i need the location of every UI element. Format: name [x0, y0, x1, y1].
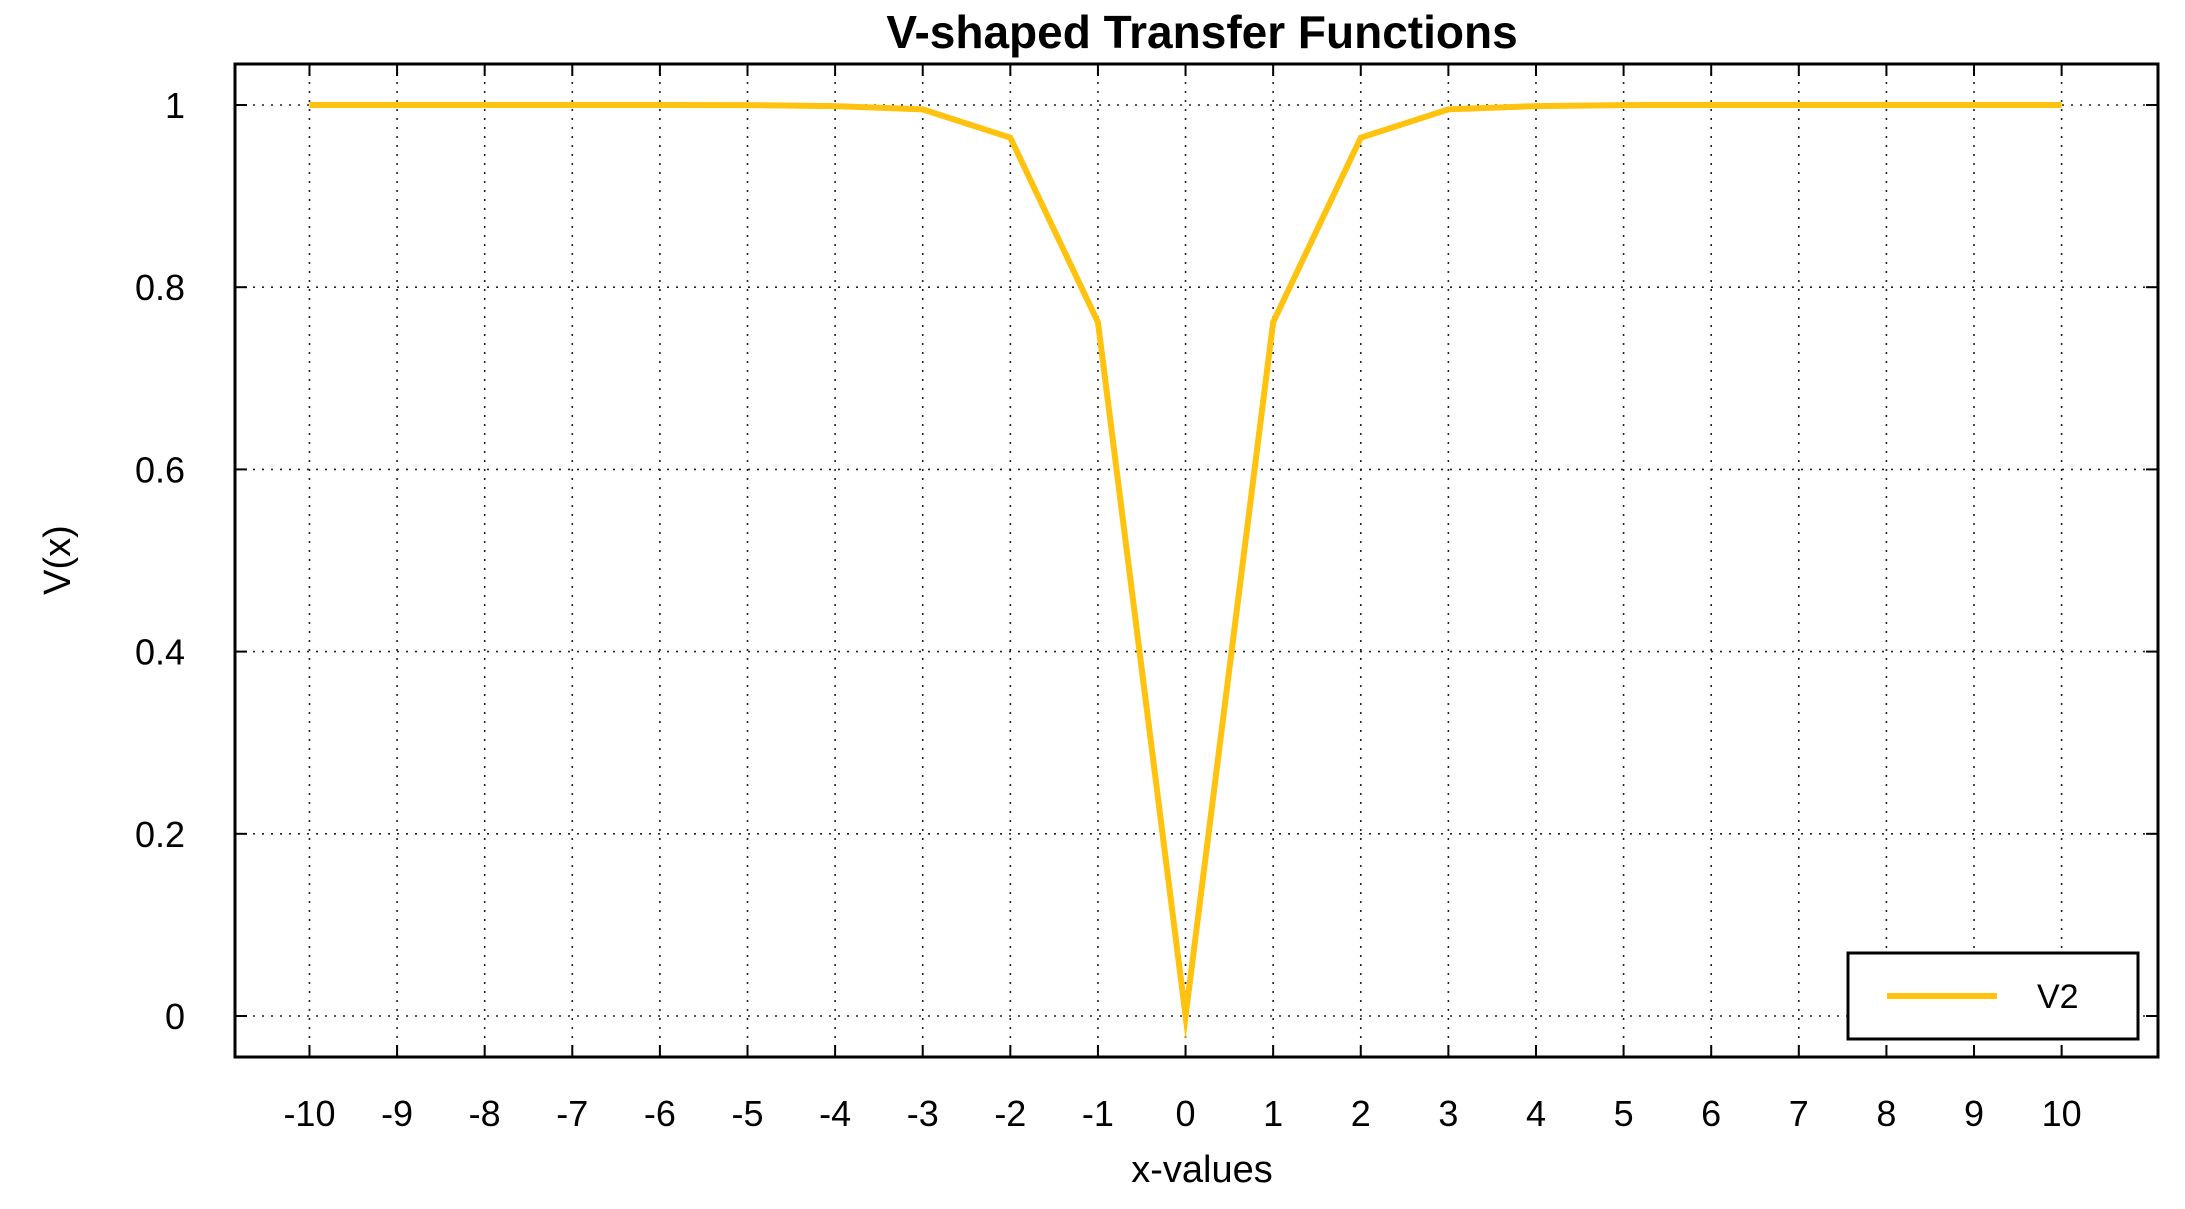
x-tick-label: -2: [994, 1093, 1026, 1134]
series-layer: [309, 102, 2062, 1040]
x-tick-label: 4: [1526, 1093, 1546, 1134]
x-tick-label: -5: [732, 1093, 764, 1134]
x-tick-label: 2: [1351, 1093, 1371, 1134]
x-tick-label: -6: [644, 1093, 676, 1134]
y-tick-label: 0: [165, 996, 185, 1037]
chart-title: V-shaped Transfer Functions: [886, 6, 1517, 58]
x-tick-label: -7: [556, 1093, 588, 1134]
x-tick-label: 8: [1876, 1093, 1896, 1134]
series-line-v2: [309, 102, 2062, 1040]
x-tick-label: 5: [1614, 1093, 1634, 1134]
x-tick-labels: -10 -9 -8 -7 -6 -5 -4 -3 -2 -1 0 1 2 3 4 5 6 7 8 9 10: [283, 1093, 2081, 1134]
plot-frame: [233, 62, 2160, 1059]
x-tick-label: 0: [1176, 1093, 1196, 1134]
legend-label-v2: V2: [2037, 978, 2079, 1016]
axis-ticks: [235, 64, 2158, 1057]
y-tick-label: 0.4: [135, 632, 185, 673]
x-tick-label: -4: [819, 1093, 851, 1134]
y-tick-label: 0.2: [135, 814, 185, 855]
x-tick-label: 6: [1701, 1093, 1721, 1134]
x-tick-label: -9: [381, 1093, 413, 1134]
x-tick-label: -10: [283, 1093, 335, 1134]
x-tick-label: 1: [1263, 1093, 1283, 1134]
legend: V2: [1846, 951, 2140, 1041]
y-tick-label: 0.6: [135, 449, 185, 490]
x-tick-label: -3: [907, 1093, 939, 1134]
x-tick-label: -8: [469, 1093, 501, 1134]
y-tick-label: 0.8: [135, 267, 185, 308]
x-tick-label: 9: [1964, 1093, 1984, 1134]
x-tick-label: -1: [1082, 1093, 1114, 1134]
x-tick-label: 3: [1438, 1093, 1458, 1134]
y-axis-label: V(x): [37, 525, 79, 595]
y-tick-label: 1: [165, 85, 185, 126]
x-axis-label: x-values: [1131, 1149, 1273, 1191]
x-tick-label: 10: [2042, 1093, 2082, 1134]
y-tick-labels: 0 0.2 0.4 0.6 0.8 1: [135, 85, 185, 1037]
x-tick-label: 7: [1789, 1093, 1809, 1134]
